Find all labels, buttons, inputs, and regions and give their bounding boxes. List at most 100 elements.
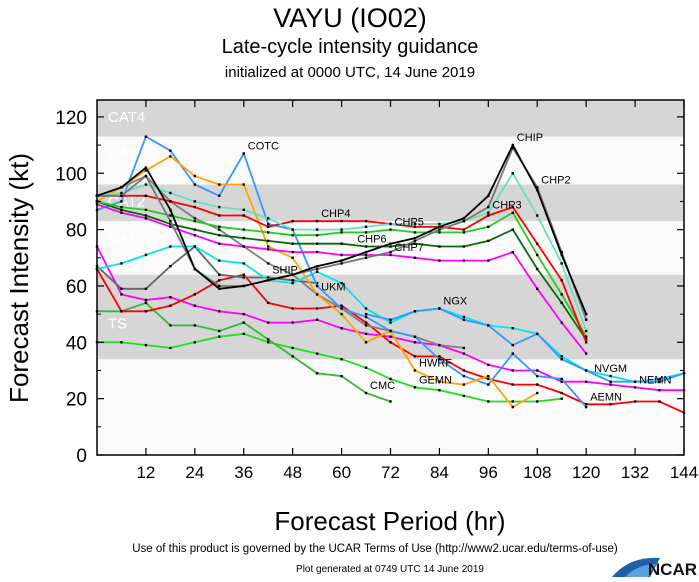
series-chip [95,143,588,316]
y-tick-label: 100 [55,164,87,185]
data-point [438,259,441,262]
data-point [536,391,539,395]
data-point [267,248,270,251]
data-point [193,200,197,203]
data-point [144,343,148,347]
data-point [560,293,563,296]
data-point [413,369,417,372]
data-point [315,228,319,231]
data-point [144,287,148,290]
data-point [218,183,221,186]
data-point [487,383,490,386]
data-point [218,234,221,237]
data-point [315,250,319,254]
data-point [487,211,490,214]
data-point [242,152,245,155]
data-point [389,400,392,403]
data-point [584,318,588,321]
x-axis-label: Forecast Period (hr) [274,506,505,536]
axes: 0 20 40 60 80 100 120 12 24 36 48 60 72 84 96 108 120 132… [55,99,698,482]
series-label: COTC [248,141,279,153]
data-point [144,310,148,313]
data-point [560,391,563,395]
data-point [584,312,588,316]
data-point [193,205,197,209]
x-tick-label: 144 [670,463,698,482]
data-point [169,245,172,248]
data-point [560,262,563,265]
data-point [462,228,466,231]
data-point [144,166,148,169]
data-point [633,386,637,389]
data-point [169,346,172,350]
data-point [487,363,490,367]
data-point [315,307,319,310]
data-point [340,219,343,223]
data-point [462,231,466,234]
data-point [560,253,563,257]
band-label-cat1: CAT1 [108,230,145,247]
series-chp4 [95,194,588,344]
data-point [169,155,172,158]
data-point [291,307,294,310]
data-point [438,343,441,347]
data-point [291,273,294,276]
series-hwrf [95,155,539,409]
band-cat2 [97,184,684,222]
band-label-cat3: CAT3 [108,146,145,163]
data-point [413,256,417,259]
data-point [584,338,588,341]
data-point [364,321,368,324]
data-point [340,228,343,231]
data-point [389,228,392,231]
data-point [193,324,197,327]
data-point [633,380,637,383]
data-point [560,301,563,305]
data-point [218,335,221,338]
data-point [364,324,368,327]
y-tick-label: 120 [55,108,87,129]
data-point [218,194,221,197]
data-point [511,405,514,409]
x-tick-label: 120 [572,463,600,482]
data-point [462,352,466,355]
data-point [536,186,539,189]
data-point [169,222,172,226]
data-point [193,267,197,271]
x-tick-label: 60 [332,463,351,482]
data-point [487,400,490,403]
x-tick-label: 48 [283,463,302,482]
band-label-ts: TS [108,316,127,333]
data-point [218,287,221,290]
data-point [242,236,245,240]
data-point [218,259,221,262]
data-point [218,242,221,245]
data-point [413,242,417,245]
data-point [536,214,539,217]
data-point [462,346,466,350]
band-ts [97,274,684,360]
data-point [413,341,417,344]
series-label: NEMN [639,374,671,386]
data-point [536,369,539,372]
ncar-logo-text: NCAR [648,560,697,577]
data-point [413,310,417,313]
data-point [584,380,588,383]
data-point [511,352,514,355]
data-point [560,355,563,358]
data-point [584,403,588,406]
data-point [536,383,539,386]
data-point [120,262,123,265]
data-point [413,222,417,226]
data-point [584,369,588,372]
data-point [144,217,148,220]
data-point [536,374,539,378]
data-point [389,341,392,344]
data-point [291,234,294,237]
data-point [462,383,466,386]
data-point [658,377,661,381]
data-point [169,219,172,223]
data-point [267,217,270,220]
data-point [120,200,123,203]
